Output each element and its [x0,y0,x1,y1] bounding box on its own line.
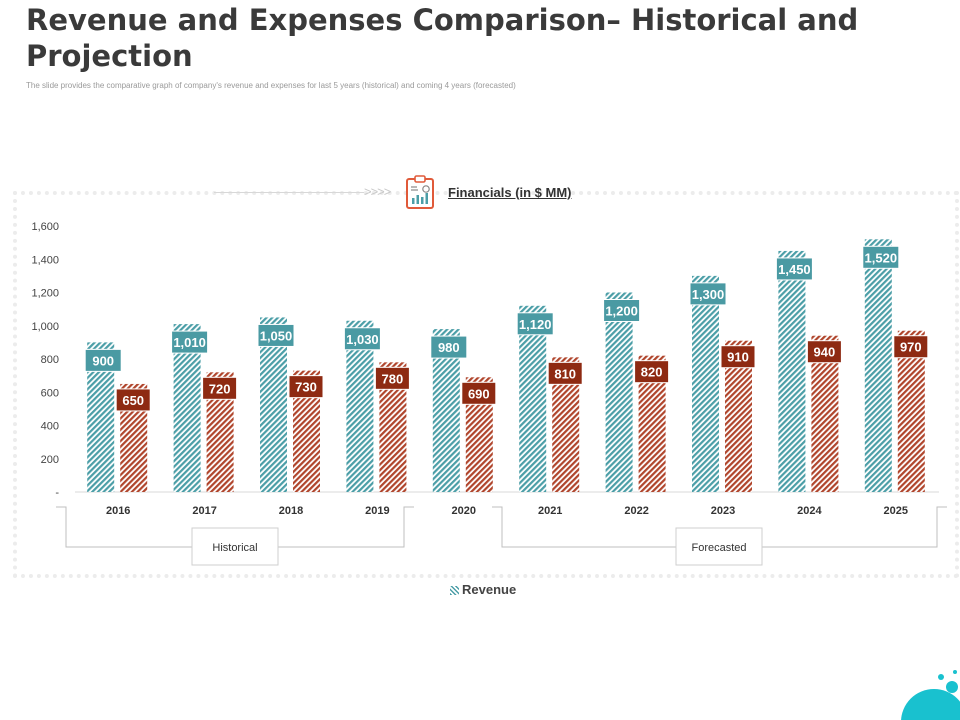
expense-data-label: 730 [295,380,317,395]
expense-data-label: 650 [122,393,144,408]
revenue-data-label: 1,120 [519,317,552,332]
x-tick-label: 2017 [192,505,216,517]
expense-data-label-box [893,335,929,359]
x-tick-label: 2023 [711,505,735,517]
revenue-data-label: 1,520 [865,250,898,265]
y-tick-label: 600 [41,387,59,399]
revenue-bar [519,305,547,492]
revenue-data-label: 1,030 [346,332,379,347]
revenue-data-label-box [775,257,813,281]
revenue-data-label: 1,050 [260,328,293,343]
x-tick-label: 2020 [452,505,476,517]
group-label: Forecasted [691,542,746,554]
header-arrow-chevrons: >>>> [364,184,391,199]
x-tick-label: 2019 [365,505,389,517]
legend-revenue-label: Revenue [462,582,517,597]
revenue-data-label: 1,200 [605,304,638,319]
revenue-data-label-box [603,299,641,322]
y-tick-label: - [55,487,59,499]
group-label-box [675,527,763,566]
y-tick-label: 1,200 [31,288,59,300]
group-label: Historical [212,542,257,554]
x-tick-label: 2024 [797,505,822,517]
x-tick-label: 2025 [884,505,908,517]
expense-data-label: 690 [468,386,490,401]
header-arrow-line [214,192,364,193]
x-tick-label: 2022 [624,505,648,517]
revenue-data-label: 1,010 [173,335,206,350]
revenue-data-label-box [430,335,468,359]
expense-data-label: 810 [554,366,576,381]
y-tick-label: 1,600 [31,221,59,233]
financials-label: Financials (in $ MM) [448,185,572,200]
expense-data-label: 780 [382,371,404,386]
revenue-bar [692,275,719,492]
expense-data-label: 910 [727,350,749,365]
revenue-data-label-box [689,282,727,306]
revenue-data-label-box [171,330,209,354]
expense-data-label-box [547,361,583,385]
revenue-data-label-box [257,323,295,347]
expense-data-label: 940 [814,345,836,360]
chart-legend: Revenue [450,582,516,597]
chart-frame [13,191,959,578]
y-tick-label: 400 [41,421,59,433]
hatched-square-icon [450,586,459,596]
y-tick-label: 800 [41,354,59,366]
expense-data-label: 820 [641,365,663,380]
revenue-data-label: 900 [92,353,114,368]
page-subtitle: The slide provides the comparative graph… [26,81,516,90]
revenue-bar [864,239,892,492]
y-tick-label: 1,400 [31,254,59,266]
expense-data-label-box [115,388,151,412]
expense-data-label-box [806,340,842,364]
clipboard-chart-icon [406,175,434,209]
y-tick-label: 200 [41,454,59,466]
expense-data-label-box [720,345,756,369]
page-title: Revenue and Expenses Comparison– Histori… [26,3,859,73]
expense-data-label-box [461,381,497,405]
x-tick-label: 2021 [538,505,562,517]
expense-data-label: 970 [900,340,922,355]
x-tick-label: 2018 [279,505,303,517]
y-tick-label: 1,000 [31,321,59,333]
x-tick-label: 2016 [106,505,130,517]
revenue-data-label-box [84,348,122,372]
revenue-bar [778,250,806,492]
expense-data-label-box [634,360,670,384]
revenue-data-label: 1,450 [778,262,811,277]
expense-data-label-box [374,366,410,390]
revenue-data-label: 980 [438,340,460,355]
expense-data-label-box [288,375,324,399]
expense-data-label: 720 [209,381,231,396]
revenue-data-label-box [862,245,900,269]
revenue-data-label: 1,300 [692,287,725,302]
expense-data-label-box [202,376,238,400]
revenue-data-label-box [343,327,381,351]
group-label-box [191,527,279,566]
revenue-bar [605,292,633,492]
revenue-data-label-box [516,312,554,336]
